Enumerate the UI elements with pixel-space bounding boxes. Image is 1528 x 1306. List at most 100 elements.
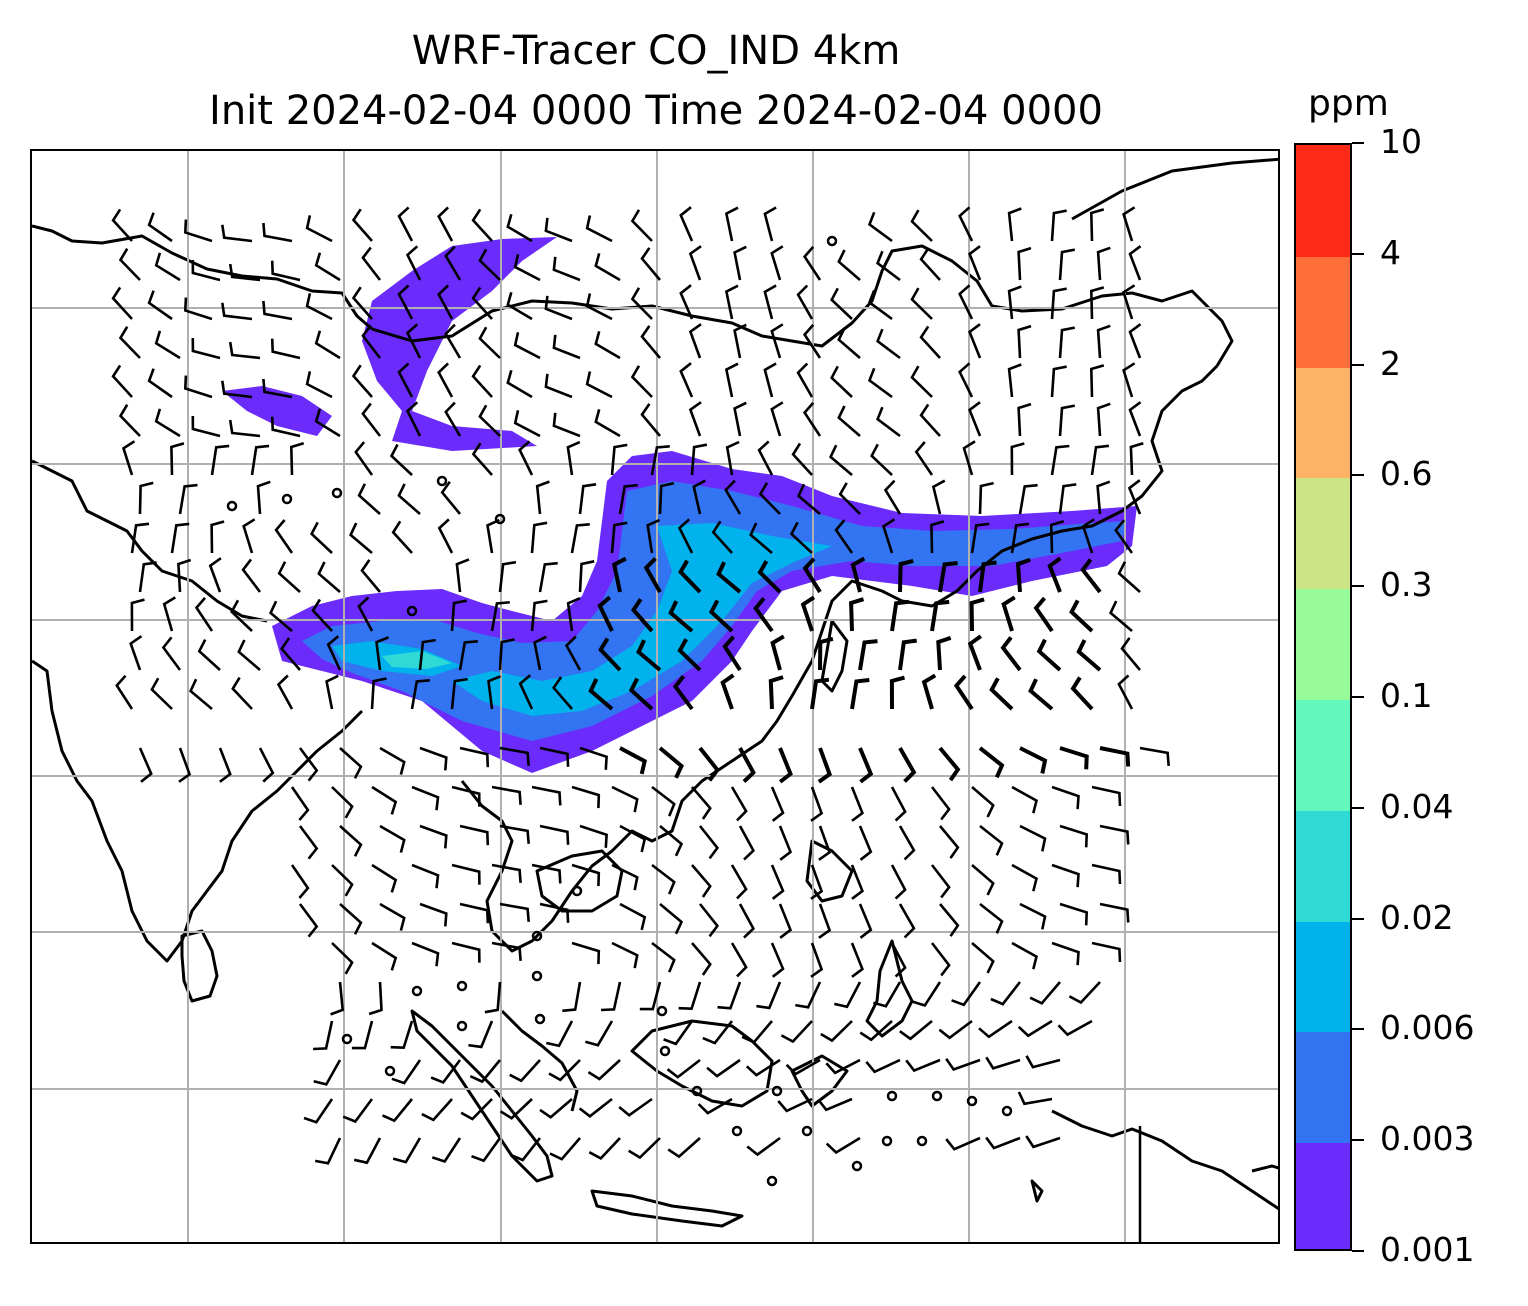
calm-wind-circle [456, 980, 468, 992]
wind-barb [311, 598, 333, 632]
wind-barb [506, 213, 533, 243]
wind-barb [544, 217, 573, 243]
wind-barb [725, 440, 740, 476]
wind-barb [111, 208, 133, 242]
wind-barb [733, 323, 747, 359]
wind-barb [640, 247, 661, 281]
wind-barb [444, 245, 462, 281]
wind-barb [1050, 444, 1070, 476]
calm-wind-circle [341, 1033, 353, 1045]
wind-barb [389, 443, 413, 476]
wind-barb [1017, 1091, 1053, 1106]
wind-barb [938, 561, 958, 593]
wind-barb [777, 1097, 813, 1113]
wind-barb [410, 679, 430, 710]
wind-barb [194, 597, 214, 632]
wind-barb [659, 825, 684, 857]
wind-barb [619, 746, 648, 775]
wind-barb [971, 864, 995, 896]
wind-barb [646, 518, 661, 554]
wind-barb [1019, 746, 1048, 774]
wind-barb [471, 1137, 502, 1163]
wind-barb [600, 981, 622, 1012]
wind-barb [262, 222, 293, 243]
wind-barb [379, 746, 406, 775]
wind-barb [953, 674, 974, 711]
gridlines [32, 151, 1278, 1242]
wind-barb [778, 903, 793, 939]
wind-barb [1025, 1055, 1061, 1069]
colorbar-tick [1352, 1139, 1364, 1142]
colorbar-tick [1352, 1250, 1364, 1252]
wind-barb [1049, 520, 1065, 554]
wind-barb [1117, 561, 1141, 593]
colorbar-tick [1352, 363, 1364, 366]
wind-barb [867, 211, 893, 243]
map-panel [30, 149, 1280, 1244]
wind-barb [828, 444, 853, 476]
wind-barb [397, 362, 414, 398]
wind-barb [230, 599, 253, 632]
wind-barb [298, 747, 319, 782]
wind-barb [698, 903, 720, 938]
wind-barb [1122, 284, 1136, 320]
wind-barb [1091, 785, 1122, 807]
calm-wind-circle [531, 970, 543, 982]
colorbar-segment [1296, 477, 1350, 590]
wind-barb [421, 1098, 453, 1122]
wind-barb [1091, 941, 1122, 963]
wind-barb [756, 981, 782, 1010]
wind-barb [741, 1020, 773, 1044]
wind-barb [958, 362, 974, 398]
wind-barb [630, 209, 653, 242]
map-canvas [32, 151, 1278, 1242]
wind-barb [597, 595, 614, 632]
colorbar-tick [1352, 917, 1364, 920]
wind-barb [611, 556, 627, 593]
wind-barb [183, 219, 213, 243]
wind-barb [571, 863, 601, 887]
wind-barb [1099, 824, 1130, 845]
wind-barb [619, 824, 647, 853]
calm-wind-circle [226, 500, 238, 512]
wind-barb [770, 323, 784, 359]
wind-barb [418, 638, 436, 671]
wind-barb [883, 479, 902, 515]
wind-barb [979, 824, 1004, 856]
wind-barb [757, 440, 774, 476]
wind-barb [968, 245, 982, 281]
wind-barb [698, 746, 720, 782]
wind-barb [1091, 863, 1122, 885]
wind-barb [914, 441, 934, 476]
wind-barb [444, 401, 462, 437]
wind-barb [770, 401, 784, 437]
wind-barb [651, 785, 676, 817]
wind-barb [677, 518, 694, 554]
wind-barb [121, 440, 136, 476]
wind-barb [564, 635, 582, 671]
wind-barb [989, 677, 1014, 711]
wind-barb [898, 903, 916, 939]
wind-barb [147, 212, 173, 243]
wind-barb [716, 561, 742, 594]
wind-barb [770, 634, 785, 671]
wind-barb [938, 1019, 973, 1040]
wind-barb [688, 401, 702, 437]
wind-barb [630, 365, 653, 398]
wind-barb [1011, 785, 1039, 814]
wind-barb [440, 481, 462, 515]
wind-barb [478, 326, 501, 359]
wind-barb [533, 635, 547, 671]
wind-barb [587, 1059, 621, 1081]
calm-wind-circle [691, 1085, 703, 1097]
wind-barb [450, 677, 468, 710]
wind-barb [469, 1059, 502, 1084]
wind-barb [688, 245, 702, 281]
wind-barb [1007, 207, 1022, 242]
wind-barb [667, 1137, 701, 1159]
wind-barb [1090, 444, 1110, 476]
wind-barb [679, 206, 694, 242]
wind-barb [1017, 324, 1032, 359]
wind-barb [585, 293, 613, 321]
wind-barb [154, 252, 181, 282]
